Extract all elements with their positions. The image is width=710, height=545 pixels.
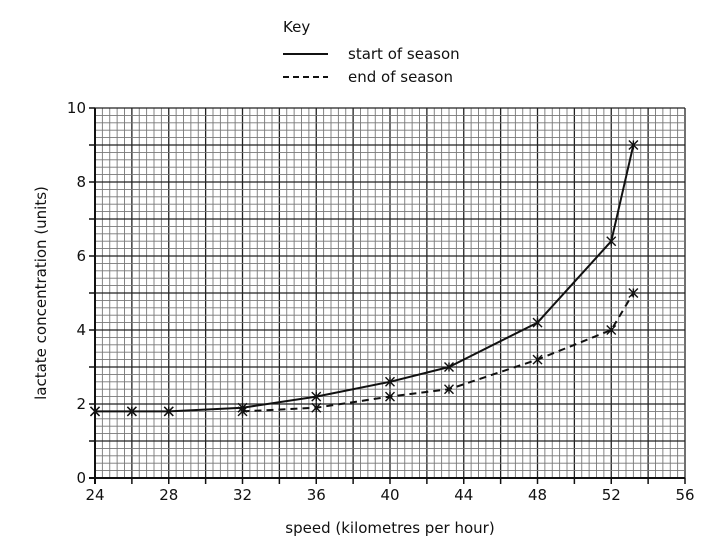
x-tick-label: 40	[380, 486, 399, 504]
x-axis-label: speed (kilometres per hour)	[285, 519, 494, 537]
data-point	[444, 362, 454, 372]
y-tick-label: 2	[76, 395, 86, 413]
data-point	[311, 391, 322, 402]
y-tick-label: 4	[76, 321, 86, 339]
data-point	[90, 406, 100, 417]
data-point	[444, 384, 454, 395]
x-tick-label: 24	[85, 486, 104, 504]
y-tick-label: 10	[67, 99, 86, 117]
y-tick-label: 8	[76, 173, 86, 191]
data-point	[532, 354, 543, 365]
y-axis-label: lactate concentration (units)	[32, 186, 50, 400]
x-tick-label: 44	[454, 486, 473, 504]
legend-title: Key	[283, 18, 310, 36]
x-tick-label: 56	[675, 486, 694, 504]
series-line-start-of-season	[95, 144, 635, 413]
data-point	[606, 236, 617, 247]
data-point	[385, 376, 395, 387]
series	[90, 140, 639, 417]
data-point	[385, 391, 395, 402]
x-tick-label: 48	[528, 486, 547, 504]
legend: Key start of season end of season	[283, 18, 460, 86]
x-tick-label: 36	[307, 486, 326, 504]
data-point	[126, 406, 137, 417]
grid	[94, 107, 686, 479]
x-tick-label: 32	[233, 486, 252, 504]
x-tick-label: 28	[159, 486, 178, 504]
y-tick-label: 6	[76, 247, 86, 265]
axes	[89, 107, 686, 484]
y-tick-label: 0	[76, 469, 86, 487]
legend-label-end: end of season	[348, 68, 453, 86]
legend-label-start: start of season	[348, 45, 460, 63]
data-point	[163, 406, 174, 417]
data-point	[628, 140, 639, 150]
data-point	[311, 402, 322, 413]
data-point	[532, 317, 543, 328]
data-point	[237, 406, 248, 417]
x-tick-label: 52	[602, 486, 621, 504]
data-point	[606, 325, 617, 335]
data-point	[628, 288, 639, 298]
